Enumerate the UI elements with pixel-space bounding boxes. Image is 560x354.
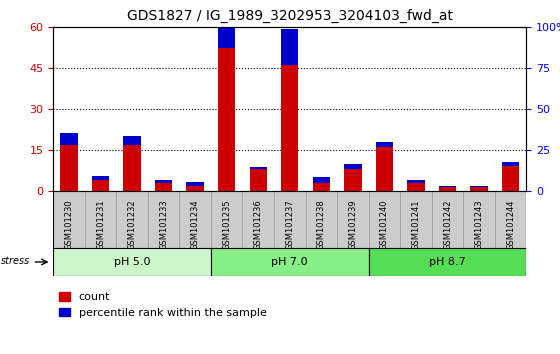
Bar <box>85 191 116 248</box>
Text: GSM101236: GSM101236 <box>254 200 263 250</box>
Bar <box>407 181 424 183</box>
Bar <box>368 191 400 248</box>
Bar <box>281 29 298 65</box>
Bar <box>242 191 274 248</box>
Bar <box>312 177 330 183</box>
Bar <box>60 144 78 191</box>
Text: GSM101239: GSM101239 <box>348 200 357 250</box>
Bar <box>344 164 362 169</box>
Text: pH 5.0: pH 5.0 <box>114 257 150 267</box>
Bar <box>211 248 368 276</box>
Bar <box>211 191 242 248</box>
Bar <box>274 191 306 248</box>
Bar <box>155 181 172 183</box>
Text: GSM101244: GSM101244 <box>506 200 515 250</box>
Text: pH 7.0: pH 7.0 <box>272 257 308 267</box>
Bar <box>250 169 267 191</box>
Title: GDS1827 / IG_1989_3202953_3204103_fwd_at: GDS1827 / IG_1989_3202953_3204103_fwd_at <box>127 8 453 23</box>
Bar <box>186 185 204 191</box>
Bar <box>116 191 148 248</box>
Bar <box>312 183 330 191</box>
Bar <box>53 191 85 248</box>
Bar <box>368 248 526 276</box>
Bar <box>60 133 78 144</box>
Text: GSM101238: GSM101238 <box>317 200 326 250</box>
Bar <box>470 186 488 187</box>
Bar <box>218 48 235 191</box>
Bar <box>495 191 526 248</box>
Text: pH 8.7: pH 8.7 <box>429 257 466 267</box>
Text: GSM101237: GSM101237 <box>285 200 295 250</box>
Text: GSM101240: GSM101240 <box>380 200 389 250</box>
Text: GSM101243: GSM101243 <box>474 200 484 250</box>
Bar <box>376 147 393 191</box>
Bar <box>148 191 179 248</box>
Text: GSM101241: GSM101241 <box>412 200 421 250</box>
Bar <box>407 183 424 191</box>
Text: GSM101242: GSM101242 <box>443 200 452 250</box>
Bar <box>53 248 211 276</box>
Bar <box>155 183 172 191</box>
Bar <box>92 180 109 191</box>
Bar <box>502 166 519 191</box>
Bar <box>250 167 267 169</box>
Bar <box>439 186 456 187</box>
Bar <box>179 191 211 248</box>
Bar <box>92 176 109 180</box>
Text: GSM101230: GSM101230 <box>64 200 73 250</box>
Bar <box>337 191 368 248</box>
Text: stress: stress <box>1 256 30 266</box>
Text: GSM101232: GSM101232 <box>128 200 137 250</box>
Legend: count, percentile rank within the sample: count, percentile rank within the sample <box>59 292 267 318</box>
Bar <box>123 136 141 144</box>
Bar <box>186 182 204 185</box>
Text: GSM101231: GSM101231 <box>96 200 105 250</box>
Bar <box>439 187 456 191</box>
Bar <box>432 191 463 248</box>
Bar <box>344 169 362 191</box>
Bar <box>400 191 432 248</box>
Text: GSM101235: GSM101235 <box>222 200 231 250</box>
Bar <box>218 27 235 48</box>
Bar <box>281 65 298 191</box>
Bar <box>376 142 393 147</box>
Text: GSM101233: GSM101233 <box>159 200 168 250</box>
Bar <box>463 191 495 248</box>
Bar <box>502 161 519 166</box>
Bar <box>306 191 337 248</box>
Bar <box>470 187 488 191</box>
Bar <box>123 144 141 191</box>
Text: GSM101234: GSM101234 <box>190 200 200 250</box>
